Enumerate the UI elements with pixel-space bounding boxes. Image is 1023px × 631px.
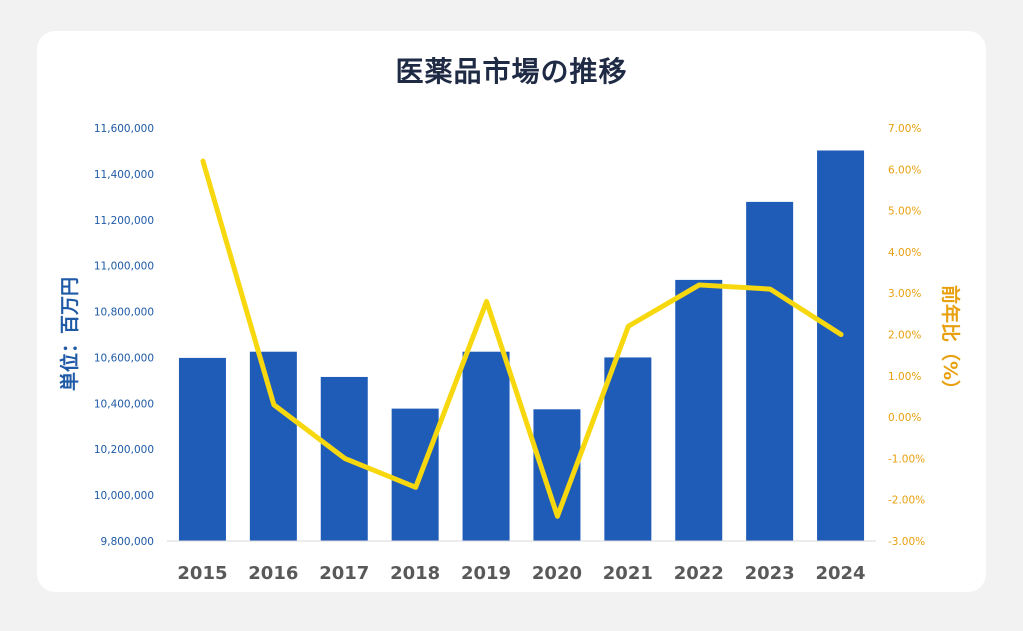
y-tick-label: 10,400,000 bbox=[94, 398, 154, 410]
y-tick-label: 10,000,000 bbox=[94, 490, 154, 502]
y-tick-label: 10,200,000 bbox=[94, 444, 154, 456]
y2-tick-label: 2.00% bbox=[888, 330, 921, 342]
y-tick-label: 10,600,000 bbox=[94, 352, 154, 364]
bar bbox=[249, 351, 297, 541]
x-tick-label: 2022 bbox=[674, 563, 724, 584]
bar bbox=[462, 351, 510, 541]
y-axis-label: 単位：百万円 bbox=[58, 277, 81, 391]
y-tick-label: 9,800,000 bbox=[101, 536, 154, 548]
bar bbox=[604, 357, 652, 541]
x-tick-label: 2020 bbox=[532, 563, 582, 584]
y-tick-label: 11,200,000 bbox=[94, 215, 154, 227]
x-tick-label: 2024 bbox=[815, 563, 865, 584]
bar bbox=[391, 408, 439, 541]
y2-tick-label: -2.00% bbox=[888, 495, 925, 507]
x-tick-label: 2015 bbox=[177, 563, 227, 584]
bar bbox=[675, 279, 723, 541]
x-tick-label: 2019 bbox=[461, 563, 511, 584]
y-tick-label: 11,400,000 bbox=[94, 169, 154, 181]
x-tick-label: 2023 bbox=[745, 563, 795, 584]
y2-tick-label: -1.00% bbox=[888, 453, 925, 465]
y2-tick-label: 4.00% bbox=[888, 247, 921, 259]
y2-tick-label: 1.00% bbox=[888, 371, 921, 383]
x-tick-label: 2018 bbox=[390, 563, 440, 584]
chart-title: 医薬品市場の推移 bbox=[395, 55, 628, 88]
y2-axis-label: 前年比（%） bbox=[939, 285, 962, 399]
y2-tick-label: 3.00% bbox=[888, 288, 921, 300]
x-tick-label: 2021 bbox=[603, 563, 653, 584]
series-line bbox=[200, 158, 844, 519]
bar bbox=[178, 357, 226, 541]
bar bbox=[746, 201, 794, 541]
y-tick-label: 10,800,000 bbox=[94, 307, 154, 319]
y-tick-label: 11,000,000 bbox=[94, 261, 154, 273]
y2-tick-label: -3.00% bbox=[888, 536, 925, 548]
y2-tick-label: 5.00% bbox=[888, 206, 921, 218]
x-tick-label: 2017 bbox=[319, 563, 369, 584]
y2-tick-label: 6.00% bbox=[888, 164, 921, 176]
y2-tick-label: 0.00% bbox=[888, 412, 921, 424]
y2-tick-label: 7.00% bbox=[888, 123, 921, 135]
x-tick-label: 2016 bbox=[248, 563, 298, 584]
y-tick-label: 11,600,000 bbox=[94, 123, 154, 135]
bar bbox=[817, 150, 865, 542]
